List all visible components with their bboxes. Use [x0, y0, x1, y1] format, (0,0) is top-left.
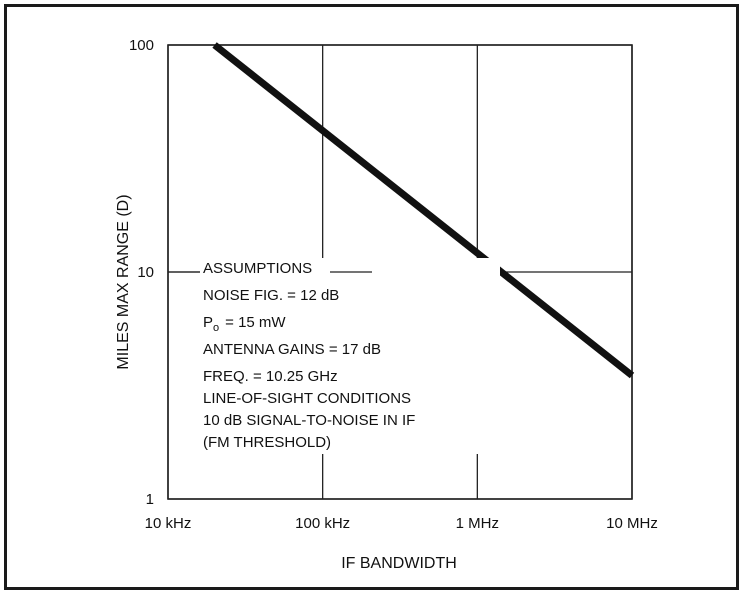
note-line-snr: 10 dB SIGNAL-TO-NOISE IN IF	[203, 412, 415, 429]
x-tick-label-3: 10 MHz	[606, 515, 658, 532]
x-axis-title: IF BANDWIDTH	[341, 555, 457, 572]
power-value: = 15 mW	[225, 314, 286, 331]
note-line-power: Po = 15 mW	[203, 314, 286, 334]
note-line-fm-threshold: (FM THRESHOLD)	[203, 434, 331, 451]
series-line-0	[212, 42, 635, 379]
note-line-los: LINE-OF-SIGHT CONDITIONS	[203, 390, 411, 407]
y-axis-title: MILES MAX RANGE (D)	[115, 194, 132, 369]
assumptions-backdrop	[200, 258, 500, 454]
y-tick-label-2: 1	[146, 491, 154, 508]
y-tick-labels: 100 10 1	[129, 37, 154, 508]
x-tick-label-0: 10 kHz	[145, 515, 192, 532]
power-subscript: o	[213, 322, 219, 334]
assumptions-heading: ASSUMPTIONS	[203, 260, 312, 277]
note-line-antenna-gains: ANTENNA GAINS = 17 dB	[203, 341, 381, 358]
series-layer	[212, 42, 635, 379]
note-line-freq: FREQ. = 10.25 GHz	[203, 368, 338, 385]
note-line-noise-fig: NOISE FIG. = 12 dB	[203, 287, 339, 304]
x-tick-label-1: 100 kHz	[295, 515, 350, 532]
x-tick-label-2: 1 MHz	[456, 515, 499, 532]
y-tick-label-1: 10	[137, 264, 154, 281]
assumptions-note: ASSUMPTIONS NOISE FIG. = 12 dB Po = 15 mW…	[168, 258, 500, 454]
y-tick-label-0: 100	[129, 37, 154, 54]
x-tick-labels: 10 kHz 100 kHz 1 MHz 10 MHz	[145, 515, 658, 532]
power-symbol: P	[203, 314, 213, 331]
